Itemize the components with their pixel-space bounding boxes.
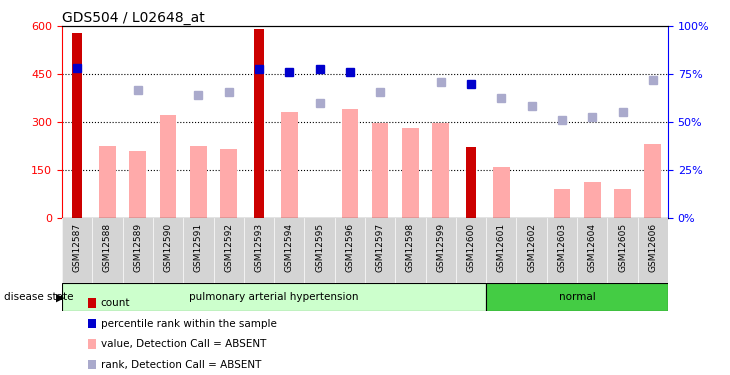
Text: GSM12599: GSM12599 [437,223,445,272]
Text: GSM12597: GSM12597 [376,223,385,272]
Text: GSM12601: GSM12601 [497,223,506,272]
Bar [160,116,177,218]
Text: value, Detection Call = ABSENT: value, Detection Call = ABSENT [101,339,266,349]
Bar [614,189,631,217]
Text: GSM12602: GSM12602 [527,223,536,272]
Text: GSM12598: GSM12598 [406,223,415,272]
Text: normal: normal [558,292,596,302]
Bar [553,189,570,217]
Bar [220,149,237,217]
Bar [584,183,601,218]
Text: GSM12604: GSM12604 [588,223,596,272]
Bar [253,30,264,218]
Text: count: count [101,298,130,308]
Bar [129,150,146,217]
Bar [372,123,388,218]
Text: percentile rank within the sample: percentile rank within the sample [101,319,277,328]
Text: GSM12590: GSM12590 [164,223,172,272]
Bar [72,33,82,218]
Bar [466,147,477,218]
Bar [432,123,449,218]
Bar [281,112,298,218]
Text: GSM12591: GSM12591 [194,223,203,272]
Bar [190,146,207,218]
Text: GSM12592: GSM12592 [224,223,233,272]
Bar [342,109,358,217]
Text: pulmonary arterial hypertension: pulmonary arterial hypertension [189,292,359,302]
Text: GSM12606: GSM12606 [648,223,657,272]
Bar [402,128,419,217]
Text: GSM12587: GSM12587 [73,223,82,272]
Text: GSM12594: GSM12594 [285,223,293,272]
Text: disease state: disease state [4,292,73,302]
Text: ▶: ▶ [56,292,65,302]
Text: GSM12603: GSM12603 [558,223,566,272]
Bar [493,166,510,218]
Text: GSM12593: GSM12593 [255,223,264,272]
Bar [645,144,661,218]
Text: GSM12605: GSM12605 [618,223,627,272]
Text: GSM12589: GSM12589 [134,223,142,272]
Text: GSM12595: GSM12595 [315,223,324,272]
Bar [486,283,668,311]
Text: GSM12588: GSM12588 [103,223,112,272]
Bar [62,283,486,311]
Text: GSM12600: GSM12600 [466,223,475,272]
Text: rank, Detection Call = ABSENT: rank, Detection Call = ABSENT [101,360,261,370]
Text: GSM12596: GSM12596 [345,223,354,272]
Text: GDS504 / L02648_at: GDS504 / L02648_at [62,11,205,25]
Bar [99,146,116,218]
